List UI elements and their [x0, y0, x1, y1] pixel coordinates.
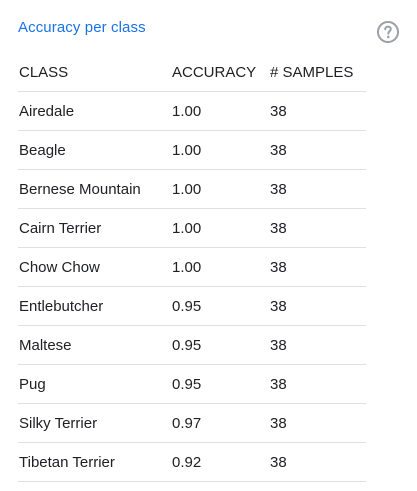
row-class: Bernese Mountain [19, 180, 141, 198]
table-header: CLASS ACCURACY # SAMPLES [18, 53, 366, 92]
table-row: Entlebutcher 0.95 38 [18, 287, 366, 326]
header-accuracy: ACCURACY [172, 63, 257, 81]
row-samples: 38 [270, 453, 287, 471]
row-class: Chow Chow [19, 258, 100, 276]
table-row: Pug 0.95 38 [18, 365, 366, 404]
row-class: Cairn Terrier [19, 219, 102, 237]
row-class: Tibetan Terrier [19, 453, 115, 471]
panel-title: Accuracy per class [18, 19, 146, 36]
row-accuracy: 1.00 [172, 141, 202, 159]
table-row: Beagle 1.00 38 [18, 131, 366, 170]
row-accuracy: 1.00 [172, 258, 202, 276]
row-samples: 38 [270, 375, 287, 393]
row-samples: 38 [270, 102, 287, 120]
row-class: Maltese [19, 336, 72, 354]
table-row: Cairn Terrier 1.00 38 [18, 209, 366, 248]
row-samples: 38 [270, 414, 287, 432]
row-class: Pug [19, 375, 46, 393]
table-row: Airedale 1.00 38 [18, 92, 366, 131]
row-samples: 38 [270, 219, 287, 237]
row-samples: 38 [270, 258, 287, 276]
row-accuracy: 0.92 [172, 453, 202, 471]
row-accuracy: 0.95 [172, 297, 202, 315]
table-row: Bernese Mountain 1.00 38 [18, 170, 366, 209]
table-row: Silky Terrier 0.97 38 [18, 404, 366, 443]
row-samples: 38 [270, 141, 287, 159]
row-class: Beagle [19, 141, 66, 159]
row-accuracy: 0.95 [172, 375, 202, 393]
row-samples: 38 [270, 297, 287, 315]
row-samples: 38 [270, 336, 287, 354]
row-accuracy: 1.00 [172, 102, 202, 120]
table-row: Tibetan Terrier 0.92 38 [18, 443, 366, 482]
row-accuracy: 1.00 [172, 219, 202, 237]
row-samples: 38 [270, 180, 287, 198]
table-row: Chow Chow 1.00 38 [18, 248, 366, 287]
header-samples: # SAMPLES [270, 63, 354, 81]
header-class: CLASS [19, 63, 69, 81]
help-circle-icon[interactable] [376, 20, 400, 44]
row-class: Airedale [19, 102, 75, 120]
row-accuracy: 0.95 [172, 336, 202, 354]
row-accuracy: 1.00 [172, 180, 202, 198]
row-accuracy: 0.97 [172, 414, 202, 432]
row-class: Entlebutcher [19, 297, 104, 315]
accuracy-table: CLASS ACCURACY # SAMPLES Airedale 1.00 3… [18, 53, 366, 482]
table-row: Maltese 0.95 38 [18, 326, 366, 365]
row-class: Silky Terrier [19, 414, 98, 432]
